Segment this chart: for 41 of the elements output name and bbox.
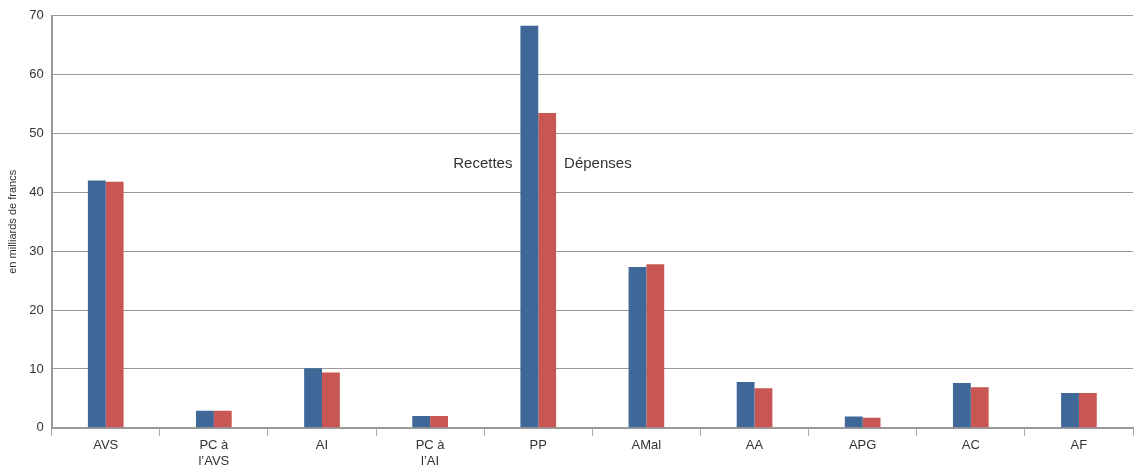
x-tick-label: AA (745, 437, 764, 453)
bar (970, 387, 989, 428)
x-tick-label: PP (529, 437, 547, 453)
y-tick-label: 20 (29, 301, 44, 317)
x-tick-label: APG (848, 437, 877, 453)
bar (105, 181, 124, 428)
bar (862, 417, 881, 428)
y-tick-label: 10 (29, 360, 44, 376)
x-tick-label: PC à l’AVS (198, 437, 230, 468)
bar (1061, 393, 1079, 428)
x-tick-label: AVS (93, 437, 119, 453)
bar (952, 383, 971, 428)
bar (412, 416, 431, 428)
x-tick-label: PC à l’AI (415, 437, 446, 468)
bar (754, 388, 773, 428)
y-axis-title: en milliards de francs (5, 169, 18, 274)
series-label: Dépenses (564, 154, 632, 172)
bar (430, 416, 448, 428)
x-tick-label: AF (1070, 437, 1088, 453)
y-tick-label: 30 (29, 242, 44, 258)
y-tick-label: 40 (29, 183, 44, 199)
x-tick-label: AMal (631, 437, 662, 453)
bar (322, 372, 340, 428)
x-tick-label: AI (315, 437, 329, 453)
bar (628, 267, 647, 428)
series-label: Recettes (453, 154, 513, 172)
y-tick-label: 70 (29, 7, 44, 23)
y-tick-label: 50 (29, 125, 44, 141)
bar (538, 112, 557, 428)
bar (736, 381, 755, 428)
y-tick-label: 0 (36, 419, 44, 435)
bar (213, 410, 232, 428)
bar (646, 264, 665, 428)
bar (196, 410, 214, 428)
bar (520, 25, 539, 428)
bar (844, 416, 863, 428)
bar (87, 180, 106, 428)
y-tick-label: 60 (29, 66, 44, 82)
bar (304, 368, 322, 428)
bar (1078, 393, 1097, 428)
x-tick-label: AC (961, 437, 980, 453)
